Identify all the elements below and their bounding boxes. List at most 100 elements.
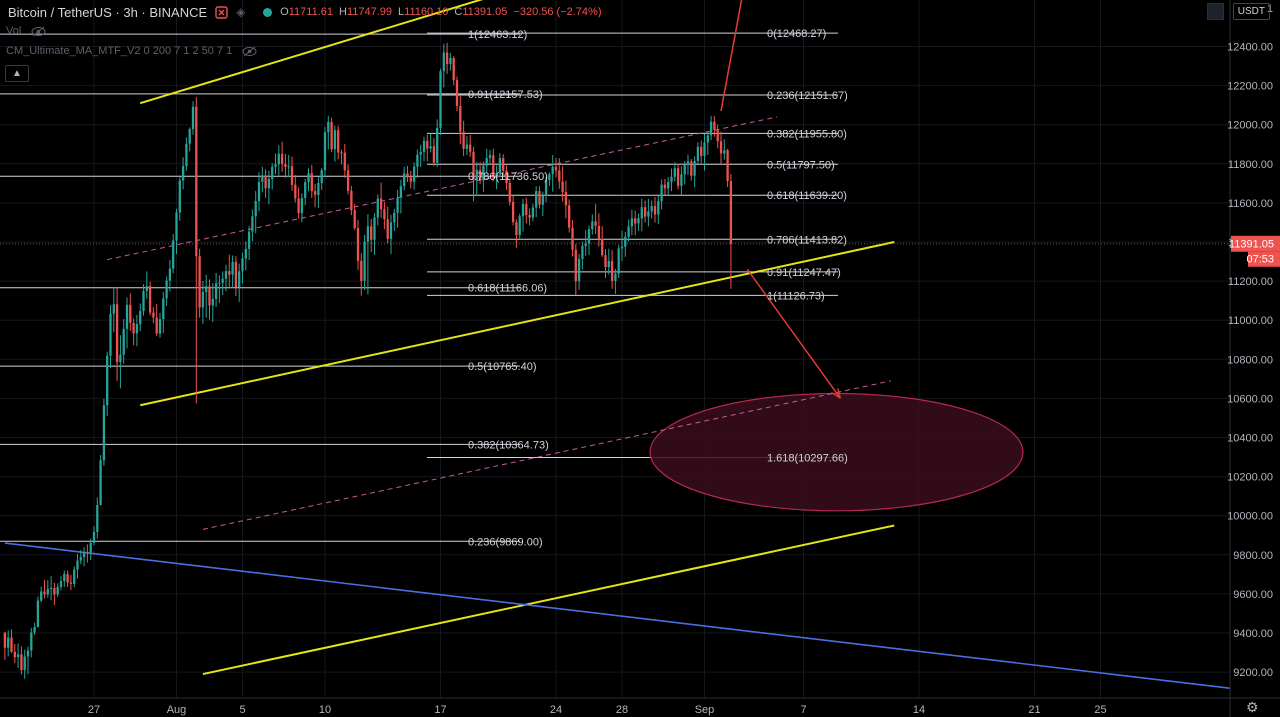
candle-body <box>610 261 614 282</box>
fib-level-label: 0.786(11736.50) <box>468 171 548 183</box>
candle-body <box>478 169 482 181</box>
price-axis: 9200.00 9400.00 9600.00 9800.00 10000.00 1020… <box>1227 0 1280 717</box>
candle-body <box>333 130 337 150</box>
alert-icon[interactable] <box>215 5 228 19</box>
candle-body <box>667 181 670 189</box>
candle-body <box>663 184 667 189</box>
candle-body <box>647 211 650 217</box>
countdown-value: 07:53 <box>1246 254 1274 266</box>
candle-body <box>59 581 63 587</box>
candle-body <box>376 198 379 218</box>
market-status-icon <box>263 7 273 17</box>
candle-body <box>109 313 112 356</box>
candle-body <box>284 163 287 167</box>
volume-indicator[interactable]: Vol <box>6 25 46 37</box>
price-tick-label: 9200.00 <box>1233 667 1273 679</box>
candle-body <box>370 226 373 240</box>
candle-body <box>544 179 548 196</box>
candle-body <box>686 161 690 165</box>
price-tick-label: 10000.00 <box>1227 511 1273 523</box>
candle-body <box>320 170 323 184</box>
low-value: 11160.10 <box>404 6 449 18</box>
object-tree-button[interactable] <box>1207 3 1224 20</box>
candle-body <box>482 165 485 181</box>
candle-body <box>181 166 185 181</box>
symbol-title[interactable]: Bitcoin / TetherUS · 3h · BINANCE <box>8 4 208 20</box>
time-tick-label: 17 <box>434 704 446 716</box>
candle-body <box>3 632 7 648</box>
last-price-value: 11391.05 <box>1229 239 1274 251</box>
yellow-line <box>202 524 895 676</box>
candle-body <box>162 298 165 320</box>
candle-body <box>304 182 307 198</box>
candle-body <box>145 286 148 291</box>
candle-body <box>558 170 561 182</box>
price-tick-label: 10600.00 <box>1227 393 1273 405</box>
candle-body <box>703 142 706 156</box>
fib-level-label: 0(12468.27) <box>767 28 826 40</box>
pink-dashed-line <box>107 116 778 261</box>
candle-body <box>13 651 16 658</box>
candle-body <box>66 574 69 583</box>
hidden-eye-icon[interactable] <box>242 46 257 57</box>
candle-body <box>129 304 132 323</box>
candle-body <box>548 174 551 180</box>
candle-body <box>700 146 703 156</box>
candle-body <box>485 158 488 166</box>
collapse-indicators-button[interactable]: ▲ <box>5 65 29 82</box>
candle-body <box>690 161 693 176</box>
candle-body <box>373 217 376 240</box>
candle-body <box>96 505 99 532</box>
candle-body <box>594 221 597 226</box>
hidden-eye-icon[interactable] <box>31 26 46 37</box>
ma-indicator[interactable]: CM_Ultimate_MA_MTF_V2 0 200 7 1 2 50 7 1 <box>6 45 257 57</box>
candle-body <box>389 222 393 239</box>
currency-badge[interactable]: USDT <box>1232 3 1270 20</box>
candle-body <box>472 151 475 181</box>
candle-body <box>439 71 442 128</box>
candle-body <box>33 627 36 633</box>
candle-body <box>191 106 195 130</box>
change-value: −320.56 (−2.74%) <box>513 6 602 18</box>
candle-body <box>10 637 13 652</box>
candle-body <box>531 207 535 218</box>
candle-body <box>201 291 205 308</box>
time-tick-label: 21 <box>1028 704 1040 716</box>
candle-body <box>680 174 683 186</box>
candle-body <box>360 260 363 281</box>
candle-body <box>445 52 449 65</box>
candle-body <box>76 560 79 570</box>
candle-body <box>231 261 234 275</box>
candle-body <box>152 312 155 318</box>
candle-body <box>568 205 571 228</box>
candle-body <box>673 168 676 177</box>
candle-body <box>310 173 313 192</box>
candle-body <box>241 258 244 272</box>
candle-body <box>168 268 172 281</box>
blue-line <box>4 542 1243 691</box>
candle-body <box>218 282 221 284</box>
candle-body <box>112 304 115 314</box>
candle-body <box>211 298 214 306</box>
candle-body <box>412 166 416 182</box>
candle-body <box>459 105 462 132</box>
candle-body <box>353 210 356 228</box>
candle-body <box>432 146 436 163</box>
candle-body <box>23 656 26 671</box>
candle-body <box>719 141 723 154</box>
compare-icon[interactable]: ◈ <box>236 4 246 19</box>
gear-icon[interactable]: ⚙ <box>1246 699 1259 715</box>
candle-body <box>261 175 264 182</box>
candle-body <box>267 179 271 189</box>
candle-body <box>208 286 211 306</box>
candle-body <box>657 201 660 215</box>
candle-body <box>346 170 350 191</box>
fib-level-label: 0.5(10765.40) <box>468 361 537 373</box>
candle-body <box>683 164 686 175</box>
candle-body <box>584 243 587 246</box>
candle-body <box>465 144 469 149</box>
candle-body <box>132 322 135 334</box>
candle-body <box>366 226 370 242</box>
candle-body <box>620 246 624 249</box>
